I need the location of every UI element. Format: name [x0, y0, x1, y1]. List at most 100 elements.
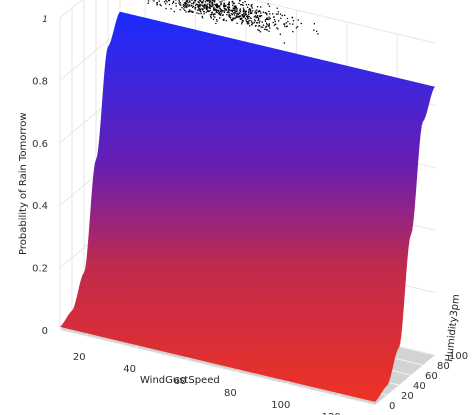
scatter-point — [219, 14, 221, 16]
x-tick-label: 80 — [224, 388, 237, 399]
scatter-point — [276, 27, 278, 29]
scatter-point — [236, 7, 238, 10]
scatter-point — [285, 26, 287, 28]
scatter-point — [262, 11, 264, 13]
scatter-point — [232, 17, 234, 19]
scatter-point — [189, 0, 191, 2]
scatter-point — [171, 2, 174, 5]
scatter-point — [240, 15, 242, 17]
scatter-point — [214, 8, 216, 10]
scatter-point — [168, 3, 171, 6]
x-axis-title: WindGustSpeed — [140, 375, 220, 386]
scatter-point — [226, 14, 228, 16]
scatter-point — [211, 2, 213, 4]
scatter-point — [215, 6, 218, 8]
scatter-point — [261, 21, 263, 23]
scatter-point — [212, 4, 214, 7]
scatter-point — [201, 4, 203, 6]
scatter-point — [234, 9, 236, 11]
scatter-point — [253, 19, 256, 21]
scatter-point — [246, 22, 248, 24]
scatter-point — [228, 3, 230, 5]
scatter-point — [292, 31, 294, 33]
scatter-point — [227, 3, 229, 5]
scatter-point — [175, 2, 177, 5]
scatter-point — [212, 15, 215, 17]
scatter-point — [284, 25, 286, 27]
scatter-point — [249, 9, 252, 12]
scatter-point — [182, 4, 184, 6]
z-tick-label: 0.6 — [32, 139, 48, 150]
scatter-point — [249, 9, 251, 11]
scatter-point — [181, 7, 183, 9]
scatter-point — [220, 9, 222, 11]
scatter-point — [277, 13, 279, 15]
scatter-point — [245, 4, 248, 6]
scatter-point — [191, 11, 193, 13]
scatter-point — [254, 25, 257, 27]
scatter-point — [227, 6, 229, 8]
scatter-point — [252, 22, 254, 25]
scatter-point — [256, 16, 258, 18]
scatter-point — [235, 16, 237, 18]
probability-surface — [60, 11, 435, 402]
scatter-point — [231, 9, 233, 11]
scatter-point — [248, 11, 250, 14]
scatter-point — [156, 2, 158, 4]
scatter-point — [250, 17, 252, 19]
scatter-point — [251, 20, 253, 22]
scatter-point — [265, 26, 267, 28]
scatter-point — [255, 16, 257, 19]
scatter-point — [197, 6, 199, 8]
scatter-point — [198, 8, 201, 10]
scatter-point — [233, 14, 235, 16]
scatter-point — [199, 3, 201, 5]
scatter-point — [172, 1, 175, 3]
scatter-point — [236, 11, 238, 13]
scatter-point — [213, 7, 215, 9]
scatter-point — [179, 9, 181, 11]
scatter-point — [267, 3, 269, 5]
scatter-point — [233, 17, 235, 19]
y-tick-label: 100 — [449, 351, 468, 362]
scatter-point — [186, 0, 188, 3]
scatter-point — [238, 16, 240, 18]
scatter-point — [205, 8, 208, 10]
scatter-point — [212, 1, 214, 3]
y-tick-label: 60 — [425, 371, 438, 382]
scatter-point — [272, 21, 274, 24]
scatter-point — [223, 0, 225, 1]
scatter-point — [244, 12, 246, 14]
scatter-point — [238, 2, 240, 4]
scatter-point — [234, 10, 236, 12]
scatter-point — [245, 13, 247, 15]
scatter-point — [219, 1, 221, 3]
scatter-point — [233, 5, 235, 8]
scatter-point — [209, 5, 211, 7]
scatter-point — [219, 17, 221, 19]
scatter-rain — [147, 0, 319, 44]
scatter-point — [219, 5, 221, 7]
x-tick-label: 60 — [174, 376, 187, 387]
scatter-point — [220, 10, 222, 12]
scatter-point — [219, 7, 221, 9]
scatter-point — [242, 13, 245, 15]
scatter-point — [187, 1, 189, 4]
scatter-point — [257, 19, 259, 22]
scatter-point — [187, 0, 189, 1]
scatter-point — [267, 18, 269, 20]
scatter-point — [180, 4, 182, 6]
scatter-point — [226, 11, 228, 13]
scatter-point — [273, 24, 276, 26]
scatter-point — [247, 15, 249, 17]
scatter-point — [198, 12, 200, 15]
scatter-point — [253, 21, 255, 24]
scatter-point — [316, 30, 318, 32]
scatter-point — [266, 18, 268, 20]
scatter-point — [244, 1, 246, 3]
scatter-point — [199, 4, 201, 7]
scatter-point — [232, 7, 234, 9]
scatter-point — [207, 0, 210, 1]
